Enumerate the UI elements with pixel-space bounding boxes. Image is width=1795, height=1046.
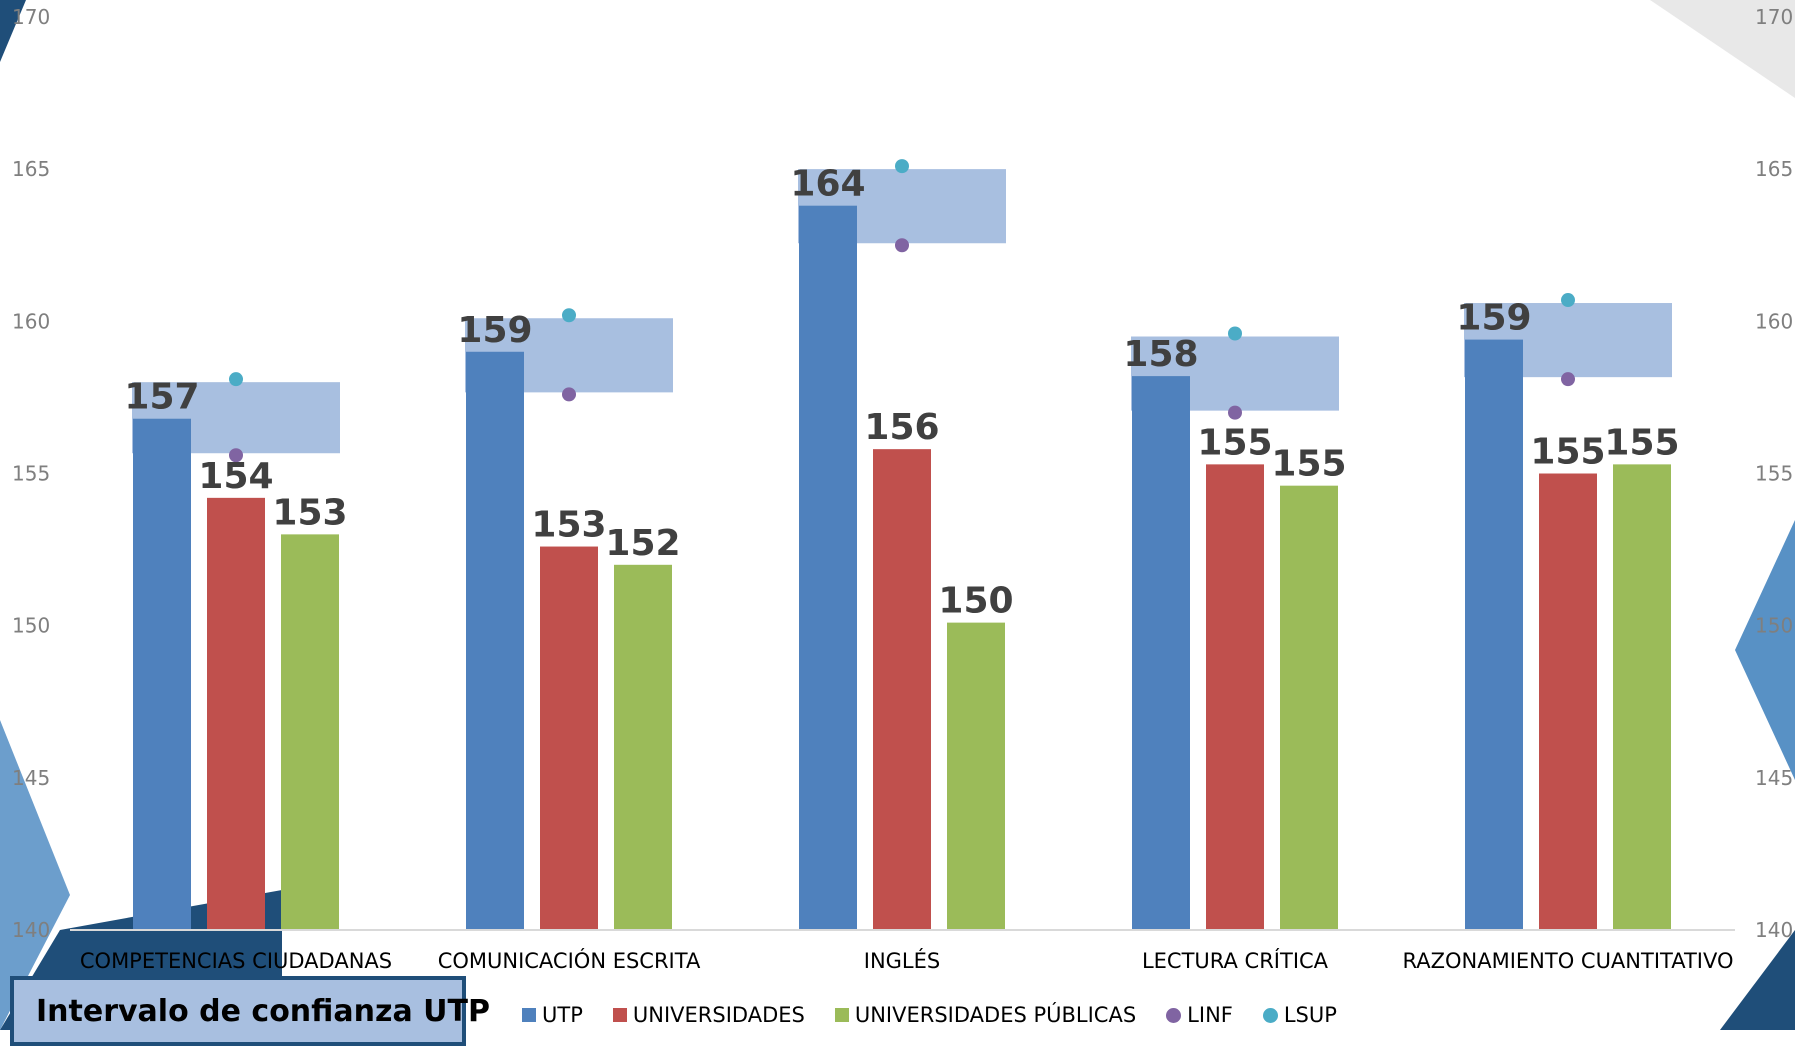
interval-point — [229, 448, 243, 463]
confidence-interval-title: Intervalo de confianza UTP — [36, 994, 490, 1029]
interval-point — [562, 387, 576, 402]
data-label: 158 — [1123, 334, 1198, 375]
bar — [1613, 464, 1671, 930]
y-tick-label-left: 145 — [12, 766, 50, 790]
y-tick-label-left: 170 — [12, 5, 50, 29]
legend-label: UNIVERSIDADES PÚBLICAS — [854, 1003, 1137, 1027]
category-label: LECTURA CRÍTICA — [1142, 948, 1329, 973]
data-label: 152 — [605, 523, 680, 564]
bar — [873, 449, 931, 930]
bar — [1132, 376, 1190, 930]
data-label: 164 — [790, 164, 865, 205]
y-tick-label-left: 165 — [12, 157, 50, 181]
interval-point — [895, 238, 909, 253]
bar — [466, 351, 524, 930]
y-tick-label-left: 160 — [12, 309, 50, 333]
legend-item: LINF — [1166, 1003, 1233, 1027]
legend-swatch — [1166, 1007, 1182, 1023]
y-tick-label-right: 145 — [1755, 766, 1793, 790]
data-label: 153 — [272, 492, 347, 533]
legend-label: UTP — [542, 1003, 583, 1027]
data-label: 153 — [531, 505, 606, 546]
decor-top-right-shape — [1650, 0, 1795, 98]
category-labels: COMPETENCIAS CIUDADANAS COMUNICACIÓN ESCR… — [80, 948, 1734, 973]
category-label: RAZONAMIENTO CUANTITATIVO — [1402, 949, 1733, 973]
legend-label: LINF — [1187, 1003, 1233, 1027]
data-label: 155 — [1604, 422, 1679, 463]
category-label: COMUNICACIÓN ESCRITA — [438, 948, 701, 973]
y-tick-label-right: 160 — [1755, 309, 1793, 333]
y-tick-label-right: 140 — [1755, 918, 1793, 942]
legend-label: UNIVERSIDADES — [632, 1003, 805, 1027]
legend-swatch — [1262, 1007, 1278, 1023]
data-label: 156 — [864, 407, 939, 448]
decor-right-shape — [1735, 520, 1795, 780]
bar — [614, 564, 672, 930]
data-label: 159 — [457, 310, 532, 351]
interval-points — [229, 159, 1575, 463]
legend-item: UTP — [522, 1003, 583, 1027]
bar — [133, 418, 191, 930]
legend: UTP UNIVERSIDADES UNIVERSIDADES PÚBLICAS LI… — [522, 1000, 1337, 1030]
legend-swatch — [522, 1008, 536, 1022]
interval-point — [1228, 405, 1242, 420]
interval-point — [895, 159, 909, 174]
data-label: 155 — [1530, 432, 1605, 473]
interval-point — [229, 372, 243, 387]
decor-left-shape — [0, 720, 70, 1030]
bar — [1280, 485, 1338, 930]
y-tick-label-left: 140 — [12, 918, 50, 942]
interval-point — [1561, 372, 1575, 387]
confidence-interval-box: Intervalo de confianza UTP — [10, 976, 490, 1046]
y-tick-label-right: 150 — [1755, 614, 1793, 638]
interval-point — [1561, 293, 1575, 308]
y-axis-ticks: 140 145 150 155 160 165 170 140 145 150 155 160 165 1… — [12, 5, 1793, 942]
decor-top-left-shape — [0, 0, 26, 62]
legend-item: UNIVERSIDADES — [612, 1003, 805, 1027]
category-label: INGLÉS — [864, 948, 940, 973]
bar — [281, 534, 339, 930]
data-label: 150 — [938, 581, 1013, 622]
decor-bottom-right-shape — [1720, 930, 1795, 1030]
legend-swatch — [834, 1008, 849, 1022]
legend-item: LSUP — [1262, 1003, 1337, 1027]
bar — [799, 205, 857, 931]
legend-item: UNIVERSIDADES PÚBLICAS — [834, 1003, 1137, 1027]
y-tick-label-right: 170 — [1755, 5, 1793, 29]
bar — [1206, 464, 1264, 930]
interval-point — [1228, 326, 1242, 341]
y-tick-label-right: 165 — [1755, 157, 1793, 181]
y-tick-label-right: 155 — [1755, 462, 1793, 486]
bar — [207, 497, 265, 930]
legend-label: LSUP — [1283, 1003, 1337, 1027]
bars — [133, 205, 1671, 931]
interval-point — [562, 308, 576, 323]
category-label: COMPETENCIAS CIUDADANAS — [80, 949, 392, 973]
data-label: 157 — [124, 377, 199, 418]
legend-swatch — [612, 1008, 627, 1022]
bar — [947, 622, 1005, 930]
data-label: 154 — [198, 456, 273, 497]
data-label: 155 — [1197, 422, 1272, 463]
y-tick-label-left: 150 — [12, 614, 50, 638]
bar — [540, 546, 598, 930]
data-label: 155 — [1271, 444, 1346, 485]
bar — [1539, 473, 1597, 930]
bar — [1465, 339, 1523, 930]
y-tick-label-left: 155 — [12, 462, 50, 486]
data-label: 159 — [1456, 298, 1531, 339]
